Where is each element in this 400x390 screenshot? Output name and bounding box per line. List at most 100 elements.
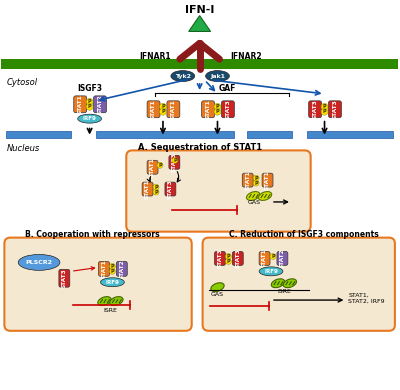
Text: STAT3: STAT3 bbox=[62, 268, 67, 288]
Text: Tyk2: Tyk2 bbox=[175, 74, 191, 78]
Text: GAF: GAF bbox=[219, 85, 236, 94]
Text: STAT3: STAT3 bbox=[313, 99, 318, 119]
Text: P: P bbox=[323, 109, 326, 114]
Ellipse shape bbox=[78, 114, 102, 123]
Circle shape bbox=[214, 108, 221, 115]
Circle shape bbox=[253, 175, 259, 181]
FancyBboxPatch shape bbox=[4, 238, 192, 331]
FancyBboxPatch shape bbox=[59, 269, 70, 287]
Text: STAT3: STAT3 bbox=[332, 99, 338, 119]
Text: Jak1: Jak1 bbox=[210, 74, 225, 78]
Ellipse shape bbox=[18, 254, 60, 270]
Ellipse shape bbox=[100, 278, 124, 287]
Text: P: P bbox=[254, 181, 258, 186]
Text: A. Sequestration of STAT1: A. Sequestration of STAT1 bbox=[138, 143, 262, 152]
Text: P: P bbox=[226, 259, 230, 264]
Text: P: P bbox=[173, 158, 177, 163]
FancyBboxPatch shape bbox=[147, 160, 158, 174]
Text: STAT1: STAT1 bbox=[102, 259, 106, 279]
FancyBboxPatch shape bbox=[309, 101, 322, 118]
Circle shape bbox=[86, 98, 93, 105]
Text: Cytosol: Cytosol bbox=[6, 78, 38, 87]
Text: P: P bbox=[158, 163, 162, 168]
Ellipse shape bbox=[259, 267, 283, 276]
Text: STAT1,
STAT2, IRF9: STAT1, STAT2, IRF9 bbox=[348, 292, 385, 303]
Text: STAT3: STAT3 bbox=[168, 179, 173, 199]
Bar bbox=[96, 131, 234, 138]
Ellipse shape bbox=[246, 191, 260, 200]
Text: P: P bbox=[88, 104, 92, 109]
Text: P: P bbox=[226, 254, 230, 259]
Text: ISGF3: ISGF3 bbox=[77, 85, 102, 94]
Circle shape bbox=[226, 259, 231, 264]
Text: STAT2: STAT2 bbox=[280, 248, 285, 268]
FancyBboxPatch shape bbox=[242, 173, 253, 187]
Ellipse shape bbox=[171, 71, 195, 82]
Text: STAT1: STAT1 bbox=[245, 170, 250, 190]
Circle shape bbox=[153, 184, 159, 190]
Ellipse shape bbox=[211, 283, 224, 292]
Text: STAT1: STAT1 bbox=[262, 248, 267, 268]
Circle shape bbox=[172, 157, 178, 163]
FancyBboxPatch shape bbox=[147, 101, 160, 118]
Bar bbox=[247, 131, 292, 138]
Text: P: P bbox=[110, 269, 114, 274]
Ellipse shape bbox=[206, 71, 229, 82]
Text: P: P bbox=[161, 104, 165, 109]
Text: STAT1: STAT1 bbox=[206, 99, 210, 119]
Text: IRF9: IRF9 bbox=[264, 269, 278, 274]
FancyBboxPatch shape bbox=[116, 261, 127, 276]
Polygon shape bbox=[189, 16, 210, 32]
Text: Nucleus: Nucleus bbox=[6, 144, 40, 153]
FancyBboxPatch shape bbox=[277, 252, 288, 265]
Text: P: P bbox=[271, 254, 275, 259]
FancyBboxPatch shape bbox=[142, 182, 153, 196]
Circle shape bbox=[160, 108, 166, 115]
Bar bbox=[307, 131, 393, 138]
Text: ISRE: ISRE bbox=[277, 289, 291, 294]
Ellipse shape bbox=[271, 279, 285, 288]
Circle shape bbox=[214, 103, 221, 110]
Text: P: P bbox=[154, 190, 158, 195]
FancyBboxPatch shape bbox=[126, 151, 311, 232]
Bar bbox=[1, 59, 398, 69]
Text: GAS: GAS bbox=[211, 292, 224, 297]
Circle shape bbox=[110, 263, 115, 269]
Text: IFNAR2: IFNAR2 bbox=[230, 52, 262, 61]
FancyBboxPatch shape bbox=[169, 155, 180, 169]
Ellipse shape bbox=[98, 297, 111, 305]
Text: STAT3: STAT3 bbox=[235, 248, 240, 268]
Circle shape bbox=[153, 189, 159, 195]
FancyBboxPatch shape bbox=[262, 173, 273, 187]
Text: IFNAR1: IFNAR1 bbox=[139, 52, 171, 61]
Text: P: P bbox=[88, 99, 92, 104]
Text: P: P bbox=[216, 109, 219, 114]
Text: B. Cooperation with repressors: B. Cooperation with repressors bbox=[25, 230, 160, 239]
Text: P: P bbox=[154, 184, 158, 190]
Text: P: P bbox=[161, 109, 165, 114]
Text: P: P bbox=[254, 176, 258, 181]
Text: STAT2: STAT2 bbox=[98, 94, 102, 114]
Text: STAT1: STAT1 bbox=[150, 158, 155, 177]
FancyBboxPatch shape bbox=[167, 101, 180, 118]
Circle shape bbox=[321, 108, 328, 115]
FancyBboxPatch shape bbox=[203, 238, 395, 331]
Circle shape bbox=[157, 162, 163, 168]
Text: STAT1: STAT1 bbox=[78, 94, 83, 114]
FancyBboxPatch shape bbox=[259, 252, 270, 265]
Circle shape bbox=[270, 254, 276, 259]
Text: ISRE: ISRE bbox=[104, 308, 117, 314]
Circle shape bbox=[110, 268, 115, 274]
FancyBboxPatch shape bbox=[222, 101, 234, 118]
Text: STAT3: STAT3 bbox=[172, 152, 177, 172]
Text: STAT3: STAT3 bbox=[225, 99, 230, 119]
Text: P: P bbox=[323, 104, 326, 109]
Text: GAS: GAS bbox=[248, 200, 261, 206]
FancyBboxPatch shape bbox=[202, 101, 214, 118]
Text: IFN-I: IFN-I bbox=[185, 5, 214, 15]
Ellipse shape bbox=[110, 297, 123, 305]
Bar bbox=[6, 131, 71, 138]
Text: P: P bbox=[216, 104, 219, 109]
Text: STAT1: STAT1 bbox=[265, 170, 270, 190]
Text: IRF9: IRF9 bbox=[83, 116, 96, 121]
